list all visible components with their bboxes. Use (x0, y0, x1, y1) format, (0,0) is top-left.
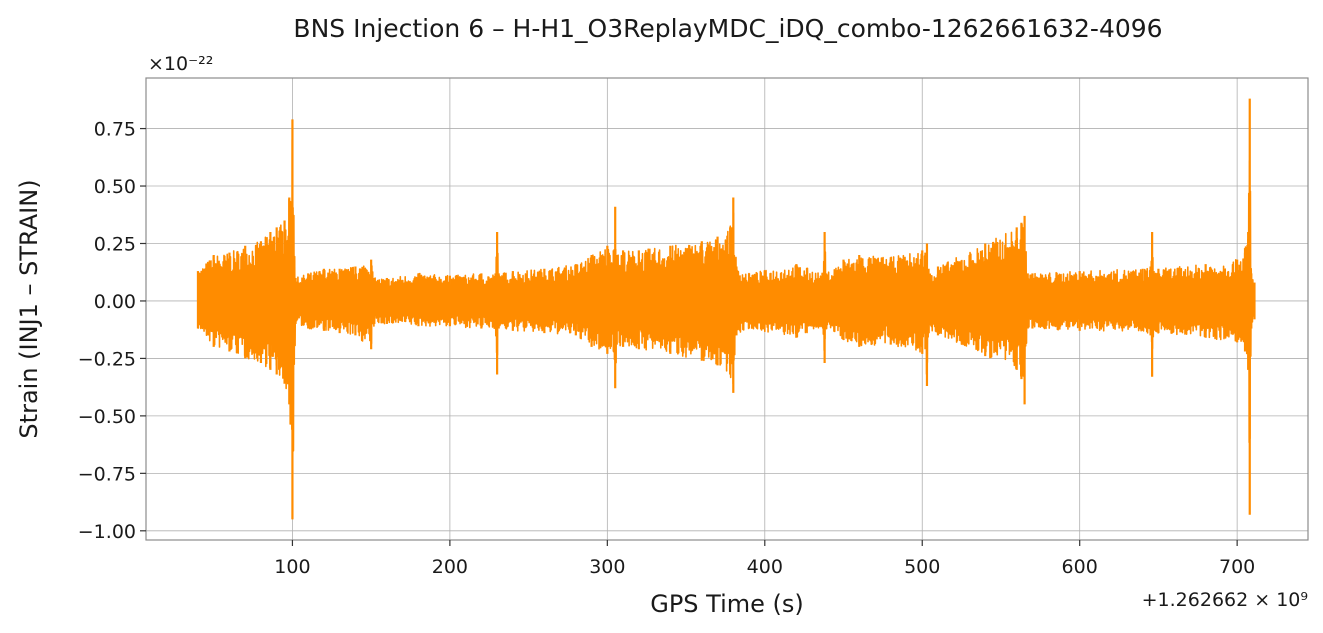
x-tick-label: 200 (432, 556, 468, 578)
x-axis-label: GPS Time (s) (650, 590, 804, 618)
chart-title: BNS Injection 6 – H-H1_O3ReplayMDC_iDQ_c… (293, 14, 1162, 43)
y-tick-label: −0.75 (78, 463, 136, 485)
y-tick-label: 0.00 (94, 291, 136, 313)
plot-frame (145, 77, 1309, 541)
signal-series (196, 98, 1256, 520)
x-tick-label: 600 (1062, 556, 1098, 578)
y-tick-label: −1.00 (78, 521, 136, 543)
x-tick-label: 300 (589, 556, 625, 578)
y-tick-label: 0.75 (94, 119, 136, 141)
x-tick-label: 400 (747, 556, 783, 578)
y-tick-label: −0.25 (78, 348, 136, 370)
y-tick-label: 0.50 (94, 176, 136, 198)
y-tick-label: 0.25 (94, 233, 136, 255)
x-tick-label: 700 (1219, 556, 1255, 578)
x-tick-label: 100 (274, 556, 310, 578)
x-offset-label: +1.262662 × 10⁹ (1142, 589, 1308, 611)
y-scale-label: ×10⁻²² (148, 53, 213, 75)
y-axis-ticks: 0.75 0.50 0.25 0.00 −0.25 −0.50 −0.75 −1.00 (78, 119, 146, 543)
x-tick-label: 500 (904, 556, 940, 578)
x-axis-ticks: 100 200 300 400 500 600 700 (274, 540, 1255, 578)
y-axis-label: Strain (INJ1 – STRAIN) (15, 179, 43, 438)
y-tick-label: −0.50 (78, 406, 136, 428)
